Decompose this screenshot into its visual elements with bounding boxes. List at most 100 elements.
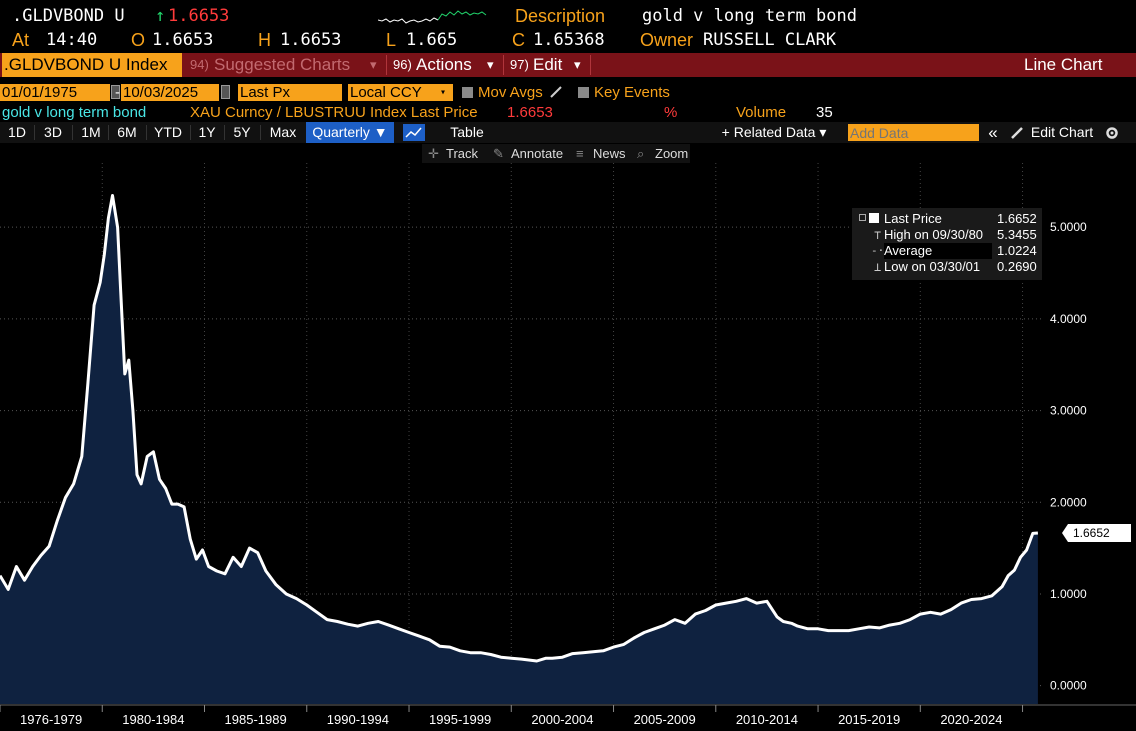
- close-value: 1.65368: [533, 30, 605, 50]
- open-value: 1.6653: [152, 30, 214, 50]
- last-price: 1.6653: [168, 6, 230, 26]
- y-tick-label: 1.0000: [1050, 587, 1087, 601]
- legend-box: Last Price 1.6652 ⊤ High on 09/30/80 5.3…: [852, 208, 1042, 280]
- sparkline-green: [437, 10, 487, 21]
- function-bar: .GLDVBOND U Index 94) Suggested Charts ▾…: [0, 53, 1136, 77]
- actions-menu[interactable]: Actions: [416, 55, 472, 74]
- series-pct: %: [664, 104, 678, 121]
- divider: [146, 125, 147, 140]
- legend-collapse-icon[interactable]: [859, 214, 866, 221]
- pencil-icon[interactable]: [549, 85, 563, 99]
- suggested-num: 94): [190, 57, 209, 72]
- x-tick-label: 2010-2014: [736, 712, 798, 727]
- legend-low-value: 0.2690: [997, 259, 1037, 274]
- low-value: 1.665: [406, 30, 458, 50]
- table-button[interactable]: Table: [450, 124, 484, 140]
- intraday-sparkline: [378, 10, 487, 24]
- x-axis: 1976-1979 1980-1984 1985-1989 1990-1994 1995…: [0, 704, 1136, 731]
- end-date-field[interactable]: 10/03/2025: [121, 84, 219, 101]
- annotate-icon: ✎: [493, 146, 504, 161]
- suggested-charts-menu[interactable]: Suggested Charts: [214, 55, 351, 74]
- period-3d[interactable]: 3D: [44, 124, 62, 140]
- mov-avgs-checkbox[interactable]: [462, 87, 473, 98]
- period-1m[interactable]: 1M: [81, 124, 101, 140]
- description-value: gold v long term bond: [642, 6, 857, 26]
- y-tick-label: 4.0000: [1050, 312, 1087, 326]
- track-icon: ✛: [428, 146, 439, 161]
- y-tick-label: 5.0000: [1050, 220, 1087, 234]
- line-chart-icon[interactable]: [403, 124, 425, 141]
- news-button[interactable]: News: [593, 146, 626, 161]
- x-axis-band: [0, 704, 1136, 731]
- period-max[interactable]: Max: [269, 124, 297, 140]
- track-button[interactable]: Track: [446, 146, 479, 161]
- series-area: [0, 195, 1038, 704]
- currency-select[interactable]: Local CCY: [348, 84, 453, 101]
- related-data-menu[interactable]: + Related Data ▾: [721, 124, 827, 140]
- frequency-select[interactable]: Quarterly ▼: [306, 122, 394, 143]
- owner-label: Owner: [640, 30, 694, 50]
- series-formula: XAU Curncy / LBUSTRUU Index Last Price: [190, 104, 478, 121]
- collapse-icon[interactable]: «: [988, 123, 998, 142]
- period-5y[interactable]: 5Y: [233, 124, 251, 140]
- low-marker-icon: ⊥: [874, 260, 882, 274]
- key-events-label: Key Events: [594, 84, 670, 101]
- add-data-input[interactable]: [848, 124, 979, 141]
- edit-chart-button[interactable]: Edit Chart: [1030, 124, 1094, 140]
- gear-icon[interactable]: [1104, 125, 1120, 141]
- x-tick-label: 1976-1979: [20, 712, 82, 727]
- mov-avgs-label: Mov Avgs: [478, 84, 543, 101]
- description-label: Description: [515, 6, 606, 26]
- series-name: gold v long term bond: [2, 104, 147, 121]
- legend-swatch-last: [869, 213, 879, 223]
- x-tick-label: 1980-1984: [122, 712, 184, 727]
- legend-high-label: High on 09/30/80: [884, 227, 984, 242]
- volume-value: 35: [816, 104, 833, 121]
- edit-num: 97): [510, 57, 529, 72]
- open-label: O: [131, 30, 146, 50]
- period-6m[interactable]: 6M: [117, 124, 137, 140]
- actions-num: 96): [393, 57, 412, 72]
- period-1y[interactable]: 1Y: [198, 124, 216, 140]
- line-chart[interactable]: 0.0000 1.0000 2.0000 3.0000 4.0000 5.0000 197…: [0, 163, 1136, 731]
- actions-caret-icon: ▾: [487, 57, 494, 72]
- x-tick-label: 1990-1994: [327, 712, 389, 727]
- at-label: At: [12, 30, 30, 50]
- y-tick-label: 2.0000: [1050, 495, 1087, 509]
- divider: [108, 125, 109, 140]
- x-tick-label: 2020-2024: [940, 712, 1002, 727]
- suggested-caret-icon: ▾: [370, 57, 377, 72]
- period-toolbar: 1D 3D 1M 6M YTD 1Y 5Y Max Quarterly ▼ Ta…: [0, 122, 1136, 143]
- date-dash: -: [115, 84, 120, 101]
- period-ytd[interactable]: YTD: [154, 124, 182, 140]
- last-price-marker: 1.6652: [1062, 523, 1131, 542]
- security-field[interactable]: .GLDVBOND U Index: [2, 53, 182, 77]
- series-last: 1.6653: [507, 104, 553, 121]
- high-value: 1.6653: [280, 30, 342, 50]
- zoom-button[interactable]: Zoom: [655, 146, 689, 161]
- annotate-button[interactable]: Annotate: [511, 146, 564, 161]
- high-label: H: [258, 30, 271, 50]
- divider: [260, 125, 261, 140]
- chart-mode-label[interactable]: Line Chart: [1024, 55, 1103, 74]
- start-date-field[interactable]: 01/01/1975: [0, 84, 110, 101]
- divider: [190, 125, 191, 140]
- high-marker-icon: ⊤: [874, 228, 882, 242]
- period-1d[interactable]: 1D: [8, 124, 26, 140]
- zoom-icon: ⌕: [637, 146, 645, 161]
- legend-high-value: 5.3455: [997, 227, 1037, 242]
- key-events-checkbox[interactable]: [578, 87, 589, 98]
- start-calendar-icon[interactable]: [111, 85, 120, 99]
- divider: [503, 55, 504, 75]
- edit-menu[interactable]: Edit: [533, 55, 563, 74]
- edit-pencil-icon[interactable]: [1009, 125, 1025, 141]
- end-calendar-icon[interactable]: [221, 85, 230, 99]
- price-field-select[interactable]: Last Px: [238, 84, 342, 101]
- divider: [224, 125, 225, 140]
- edit-caret-icon: ▾: [574, 57, 581, 72]
- divider: [72, 125, 73, 140]
- series-line: [0, 194, 1039, 663]
- x-tick-label: 2005-2009: [634, 712, 696, 727]
- x-tick-label: 1985-1989: [225, 712, 287, 727]
- y-tick-label: 0.0000: [1050, 679, 1087, 693]
